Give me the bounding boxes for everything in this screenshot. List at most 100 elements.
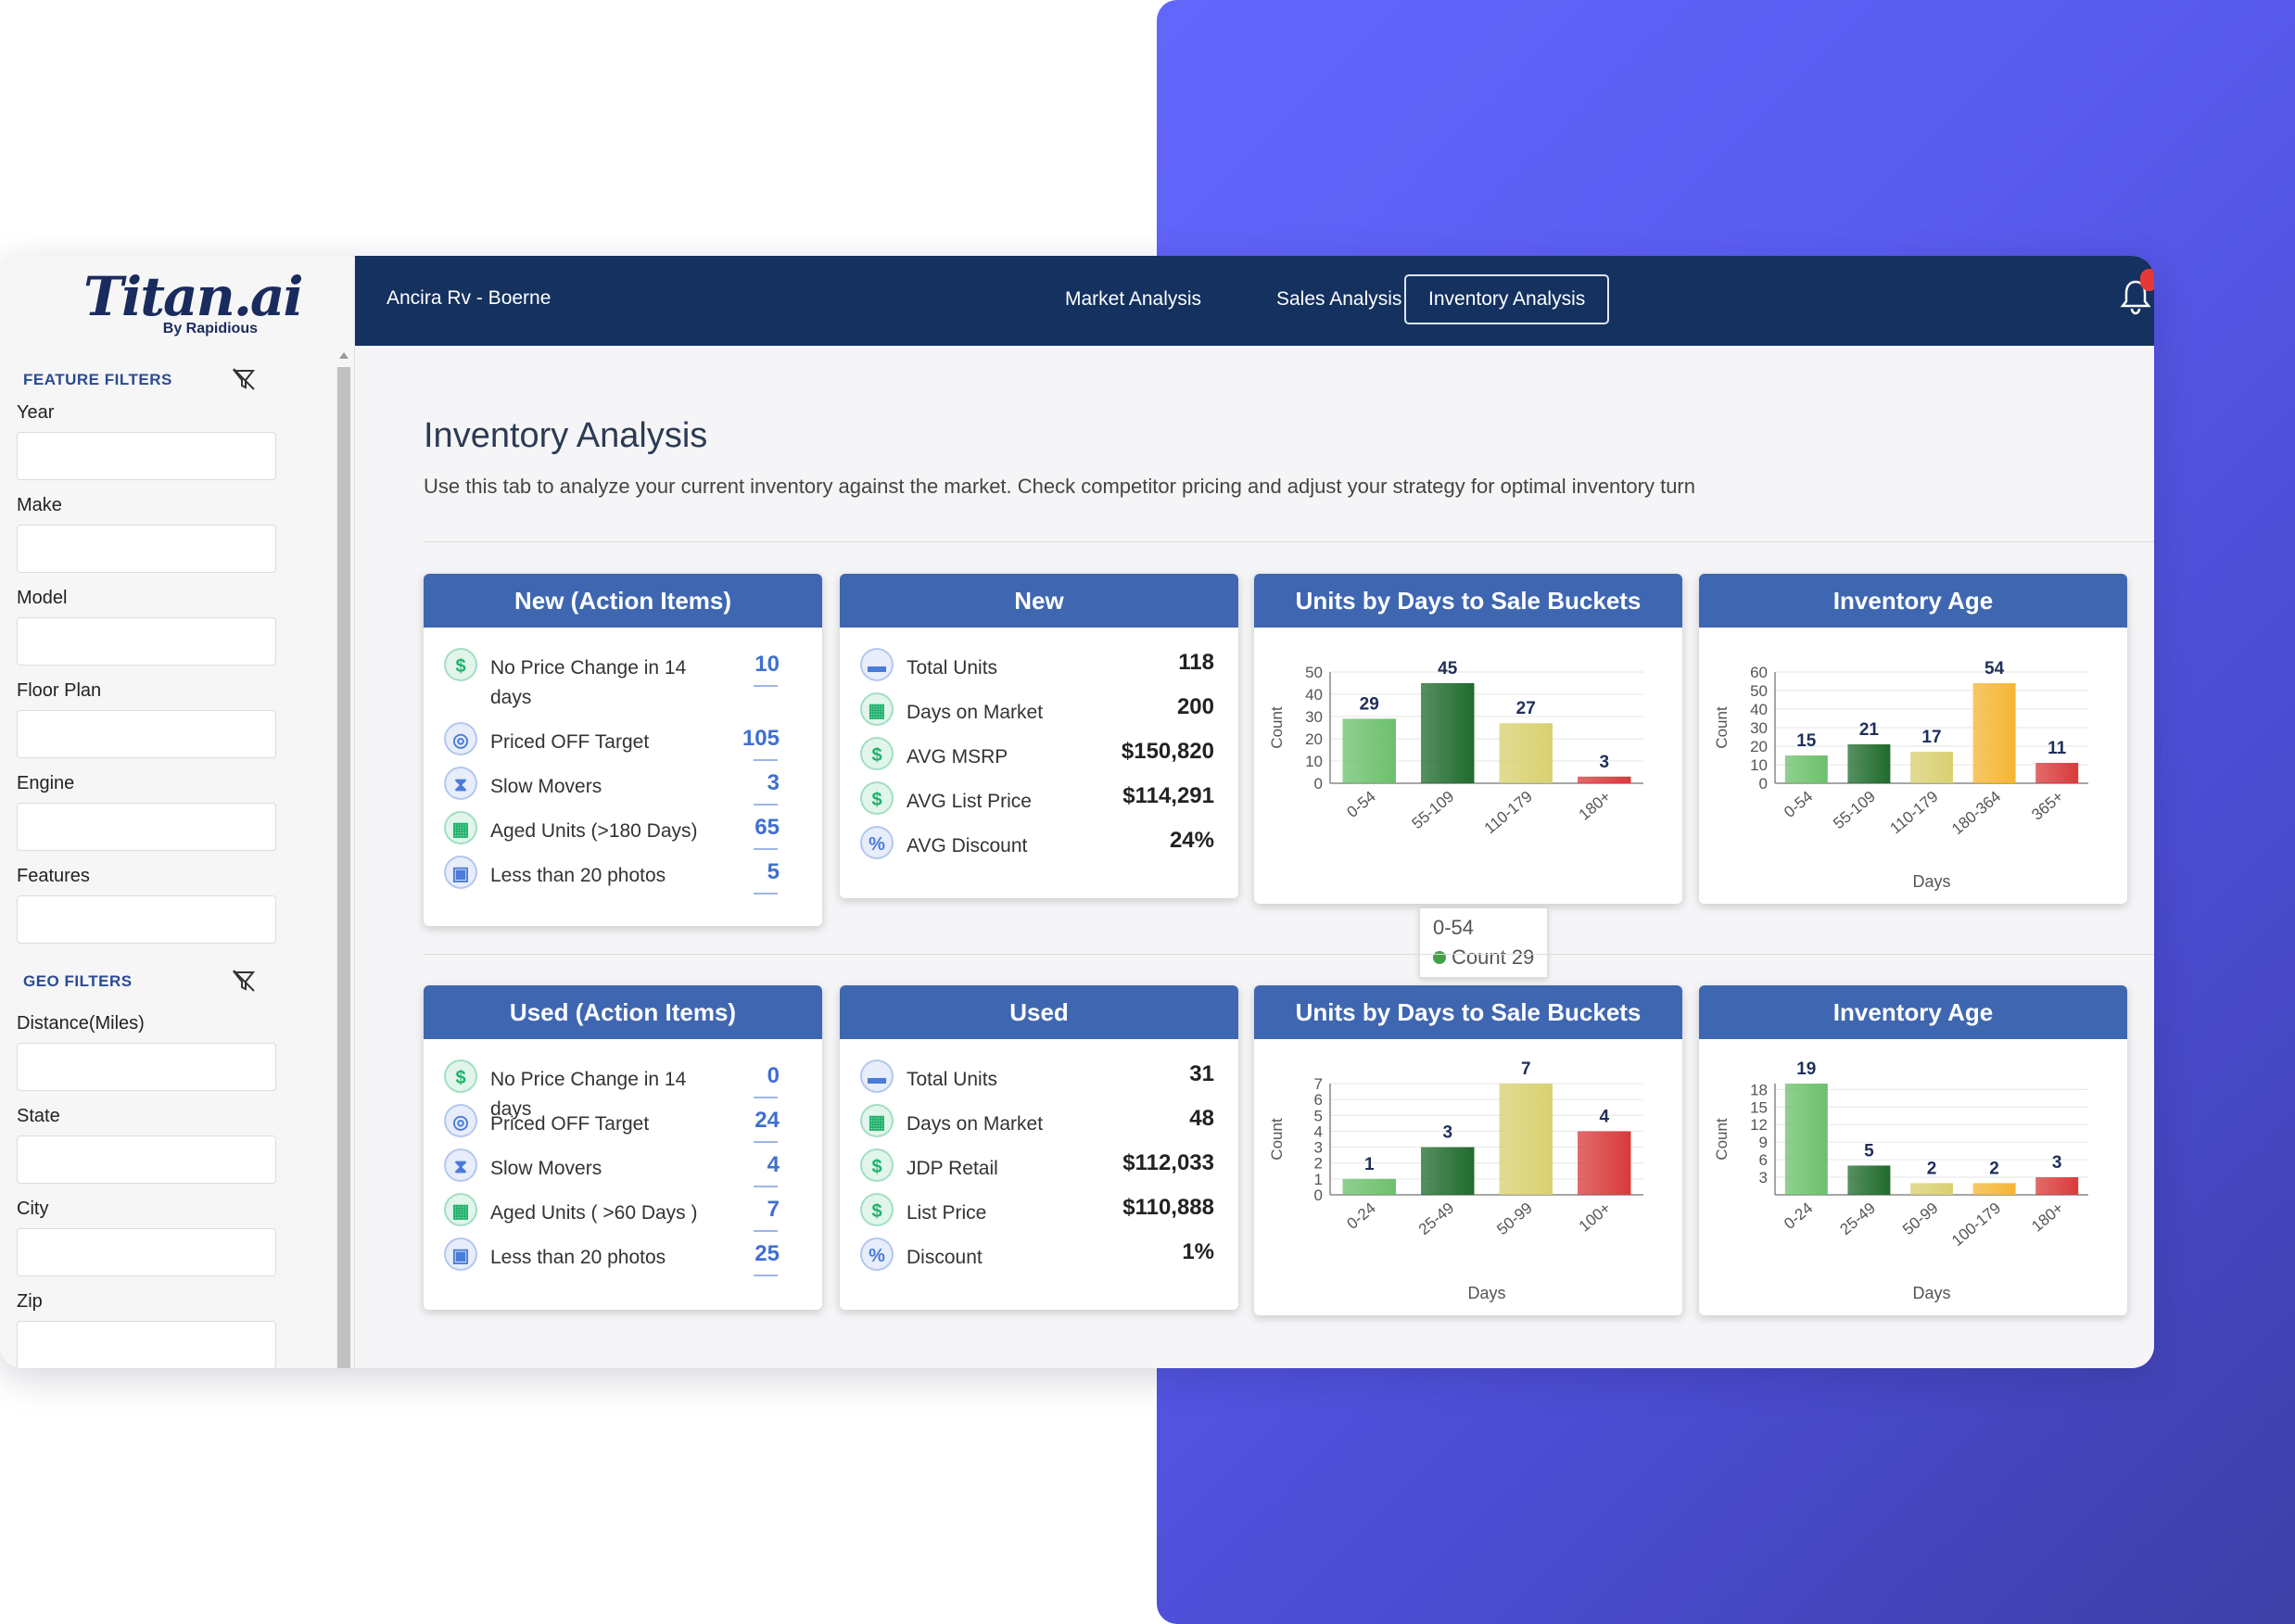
titan-logo[interactable]: Titan.ai By Rapidious [83,265,304,339]
metric-value[interactable]: 105 [742,726,780,751]
clear-filter-icon[interactable] [230,365,258,393]
x-tick-label: 0-24 [1781,1199,1816,1233]
x-tick-label: 100+ [1576,1199,1615,1235]
metric-row[interactable]: ▦ Aged Units ( >60 Days ) 7 [424,1193,822,1232]
bar[interactable] [1578,776,1631,783]
tab-sales-analysis[interactable]: Sales Analysis [1276,288,1402,310]
x-axis-label: Days [1467,1284,1505,1302]
y-tick-label: 20 [1750,738,1768,755]
sidebar-scrollbar-thumb[interactable] [337,367,350,1368]
x-tick-label: 55-109 [1830,788,1879,833]
metric-row[interactable]: ⧗ Slow Movers 4 [424,1148,822,1187]
metric-value[interactable]: 3 [767,770,780,795]
bar[interactable] [1784,755,1828,783]
metric-value[interactable]: 25 [754,1241,780,1266]
engine-input[interactable] [17,803,276,851]
metric-row[interactable]: ◎ Priced OFF Target 24 [424,1104,822,1143]
tooltip-category: 0-54 [1433,916,1475,939]
value-underline [754,893,778,894]
bar[interactable] [1847,744,1891,783]
used-days-to-sale-chart-card: Units by Days to Sale Buckets 0 1 2 3 4 5 6 7 Co… [1254,985,1682,1315]
top-navigation: Ancira Rv - Boerne Market Analysis Sales… [355,256,2154,346]
floor-plan-input[interactable] [17,710,276,758]
bar[interactable] [2035,1177,2079,1195]
y-tick-label: 6 [1759,1151,1768,1169]
new-stats-card: New ▬ Total Units 118 ▦ Days on Market 200 $ AV… [840,574,1238,898]
metric-label: AVG List Price [907,791,1032,812]
metric-value: 31 [1189,1061,1214,1086]
x-tick-label: 50-99 [1899,1199,1942,1239]
data-label: 21 [1859,720,1880,740]
metric-row: % Discount 1% [840,1237,1238,1275]
value-underline [754,848,778,850]
y-tick-label: 30 [1750,719,1768,737]
metric-label: Priced OFF Target [490,1113,650,1135]
bar[interactable] [1784,1084,1828,1195]
metric-row[interactable]: ◎ Priced OFF Target 105 [424,722,822,761]
tab-inventory-analysis[interactable]: Inventory Analysis [1404,274,1610,324]
metric-row[interactable]: ▣ Less than 20 photos 25 [424,1237,822,1276]
distance-miles-input[interactable] [17,1043,276,1091]
y-tick-label: 10 [1305,753,1323,770]
metric-value[interactable]: 10 [754,652,780,677]
y-axis-label: Count [1713,1118,1731,1161]
bar[interactable] [1421,683,1475,783]
metric-value[interactable]: 0 [767,1063,780,1088]
logo-text: Titan.ai [83,265,304,328]
calendar-icon: ▦ [860,1104,894,1137]
y-tick-label: 0 [1314,1186,1323,1204]
metric-value[interactable]: 65 [754,815,780,840]
bar[interactable] [1342,718,1396,783]
tab-market-analysis[interactable]: Market Analysis [1065,288,1202,310]
model-label: Model [17,588,68,608]
new-days-to-sale-chart: 0 10 20 30 40 50 Count 29 0-54 45 55-109 27 110-179 3… [1268,659,1643,837]
city-label: City [17,1199,49,1219]
y-tick-label: 60 [1750,664,1768,681]
metric-row[interactable]: $ No Price Change in 14 days 0 [424,1059,822,1120]
bar[interactable] [1847,1165,1891,1195]
y-tick-label: 50 [1305,664,1323,681]
features-input[interactable] [17,895,276,944]
used-action-items-card: Used (Action Items) $ No Price Change in … [424,985,822,1310]
bar[interactable] [1910,752,1953,783]
bar[interactable] [2035,763,2079,783]
metric-row[interactable]: ▦ Aged Units (>180 Days) 65 [424,811,822,850]
clear-geo-filter-icon[interactable] [230,967,258,995]
bar[interactable] [1972,683,2016,783]
metric-row: ▦ Days on Market 200 [840,692,1238,730]
bar[interactable] [1421,1147,1475,1195]
new-days-to-sale-chart-card: Units by Days to Sale Buckets 0 10 20 30 40 5… [1254,574,1682,904]
make-input[interactable] [17,525,276,573]
bar[interactable] [1499,723,1553,783]
data-label: 17 [1921,728,1941,747]
photo-icon: ▣ [444,856,477,889]
metric-value[interactable]: 5 [767,859,780,884]
features-label: Features [17,866,90,886]
bar[interactable] [1910,1183,1953,1195]
metric-value[interactable]: 7 [767,1197,780,1222]
city-input[interactable] [17,1228,276,1276]
metric-row[interactable]: ▣ Less than 20 photos 5 [424,856,822,894]
dollar-icon: $ [444,648,477,681]
bar[interactable] [1499,1084,1553,1195]
metric-row[interactable]: $ No Price Change in 14 days 10 [424,648,822,708]
data-label: 11 [2048,739,2067,758]
bar[interactable] [1972,1183,2016,1195]
geo-filters-heading: GEO FILTERS [23,972,133,990]
y-tick-label: 1 [1314,1171,1323,1188]
year-input[interactable] [17,432,276,480]
metric-row[interactable]: ⧗ Slow Movers 3 [424,767,822,806]
metric-value[interactable]: 24 [754,1108,780,1133]
photo-icon: ▣ [444,1237,477,1271]
metric-value[interactable]: 4 [767,1152,780,1177]
bar[interactable] [1578,1131,1631,1195]
model-input[interactable] [17,617,276,666]
data-label: 2 [1927,1159,1937,1178]
state-input[interactable] [17,1136,276,1184]
value-underline [754,685,778,687]
scroll-up-icon[interactable] [339,352,349,359]
zip-input[interactable] [17,1321,276,1368]
bar[interactable] [1342,1178,1396,1195]
card-title: New (Action Items) [424,574,822,628]
